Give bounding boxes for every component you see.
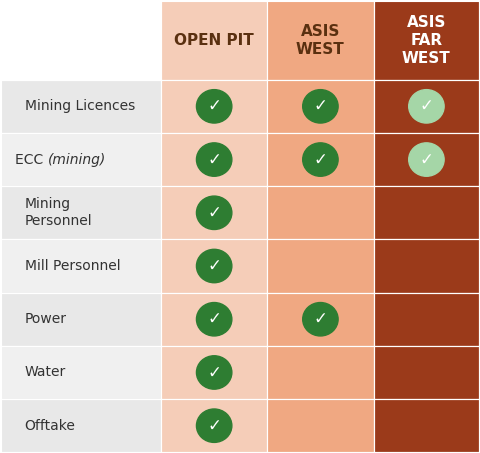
FancyBboxPatch shape — [267, 186, 373, 239]
FancyBboxPatch shape — [161, 133, 267, 186]
Text: Mill Personnel: Mill Personnel — [24, 259, 120, 273]
FancyBboxPatch shape — [267, 1, 373, 80]
FancyBboxPatch shape — [373, 293, 480, 346]
Text: ✓: ✓ — [207, 97, 221, 116]
Circle shape — [196, 143, 232, 176]
FancyBboxPatch shape — [0, 239, 161, 293]
FancyBboxPatch shape — [0, 186, 161, 239]
FancyBboxPatch shape — [267, 133, 373, 186]
Circle shape — [408, 143, 444, 176]
Circle shape — [196, 409, 232, 443]
Text: OPEN PIT: OPEN PIT — [174, 33, 254, 48]
Circle shape — [196, 303, 232, 336]
Text: ✓: ✓ — [207, 150, 221, 169]
FancyBboxPatch shape — [373, 346, 480, 399]
Text: ASIS
FAR
WEST: ASIS FAR WEST — [402, 14, 451, 66]
FancyBboxPatch shape — [161, 346, 267, 399]
Text: ✓: ✓ — [207, 417, 221, 435]
FancyBboxPatch shape — [373, 186, 480, 239]
FancyBboxPatch shape — [161, 186, 267, 239]
Text: ✓: ✓ — [313, 97, 327, 116]
Text: ✓: ✓ — [420, 97, 433, 116]
FancyBboxPatch shape — [0, 133, 161, 186]
Text: ✓: ✓ — [313, 150, 327, 169]
FancyBboxPatch shape — [0, 80, 161, 133]
Text: ✓: ✓ — [420, 150, 433, 169]
Circle shape — [303, 143, 338, 176]
FancyBboxPatch shape — [161, 80, 267, 133]
Circle shape — [196, 196, 232, 230]
FancyBboxPatch shape — [161, 399, 267, 452]
FancyBboxPatch shape — [0, 293, 161, 346]
Circle shape — [196, 249, 232, 283]
Text: ASIS
WEST: ASIS WEST — [296, 24, 345, 57]
Text: Mining
Personnel: Mining Personnel — [24, 198, 92, 228]
FancyBboxPatch shape — [267, 346, 373, 399]
Text: Water: Water — [24, 366, 66, 380]
FancyBboxPatch shape — [373, 80, 480, 133]
FancyBboxPatch shape — [161, 293, 267, 346]
FancyBboxPatch shape — [373, 1, 480, 80]
Text: ✓: ✓ — [313, 310, 327, 328]
Text: ECC: ECC — [15, 153, 48, 167]
FancyBboxPatch shape — [373, 239, 480, 293]
Text: Offtake: Offtake — [24, 419, 75, 433]
FancyBboxPatch shape — [161, 1, 267, 80]
FancyBboxPatch shape — [0, 399, 161, 452]
Text: Power: Power — [24, 312, 67, 326]
FancyBboxPatch shape — [267, 399, 373, 452]
Circle shape — [196, 90, 232, 123]
Text: ✓: ✓ — [207, 363, 221, 381]
FancyBboxPatch shape — [267, 239, 373, 293]
Text: ✓: ✓ — [207, 204, 221, 222]
Circle shape — [408, 90, 444, 123]
FancyBboxPatch shape — [267, 293, 373, 346]
FancyBboxPatch shape — [373, 133, 480, 186]
Circle shape — [196, 356, 232, 389]
Circle shape — [303, 90, 338, 123]
Circle shape — [303, 303, 338, 336]
FancyBboxPatch shape — [267, 80, 373, 133]
FancyBboxPatch shape — [373, 399, 480, 452]
FancyBboxPatch shape — [0, 346, 161, 399]
Text: Mining Licences: Mining Licences — [24, 99, 135, 113]
FancyBboxPatch shape — [161, 239, 267, 293]
Text: (mining): (mining) — [48, 153, 106, 167]
Text: ✓: ✓ — [207, 257, 221, 275]
Text: ✓: ✓ — [207, 310, 221, 328]
